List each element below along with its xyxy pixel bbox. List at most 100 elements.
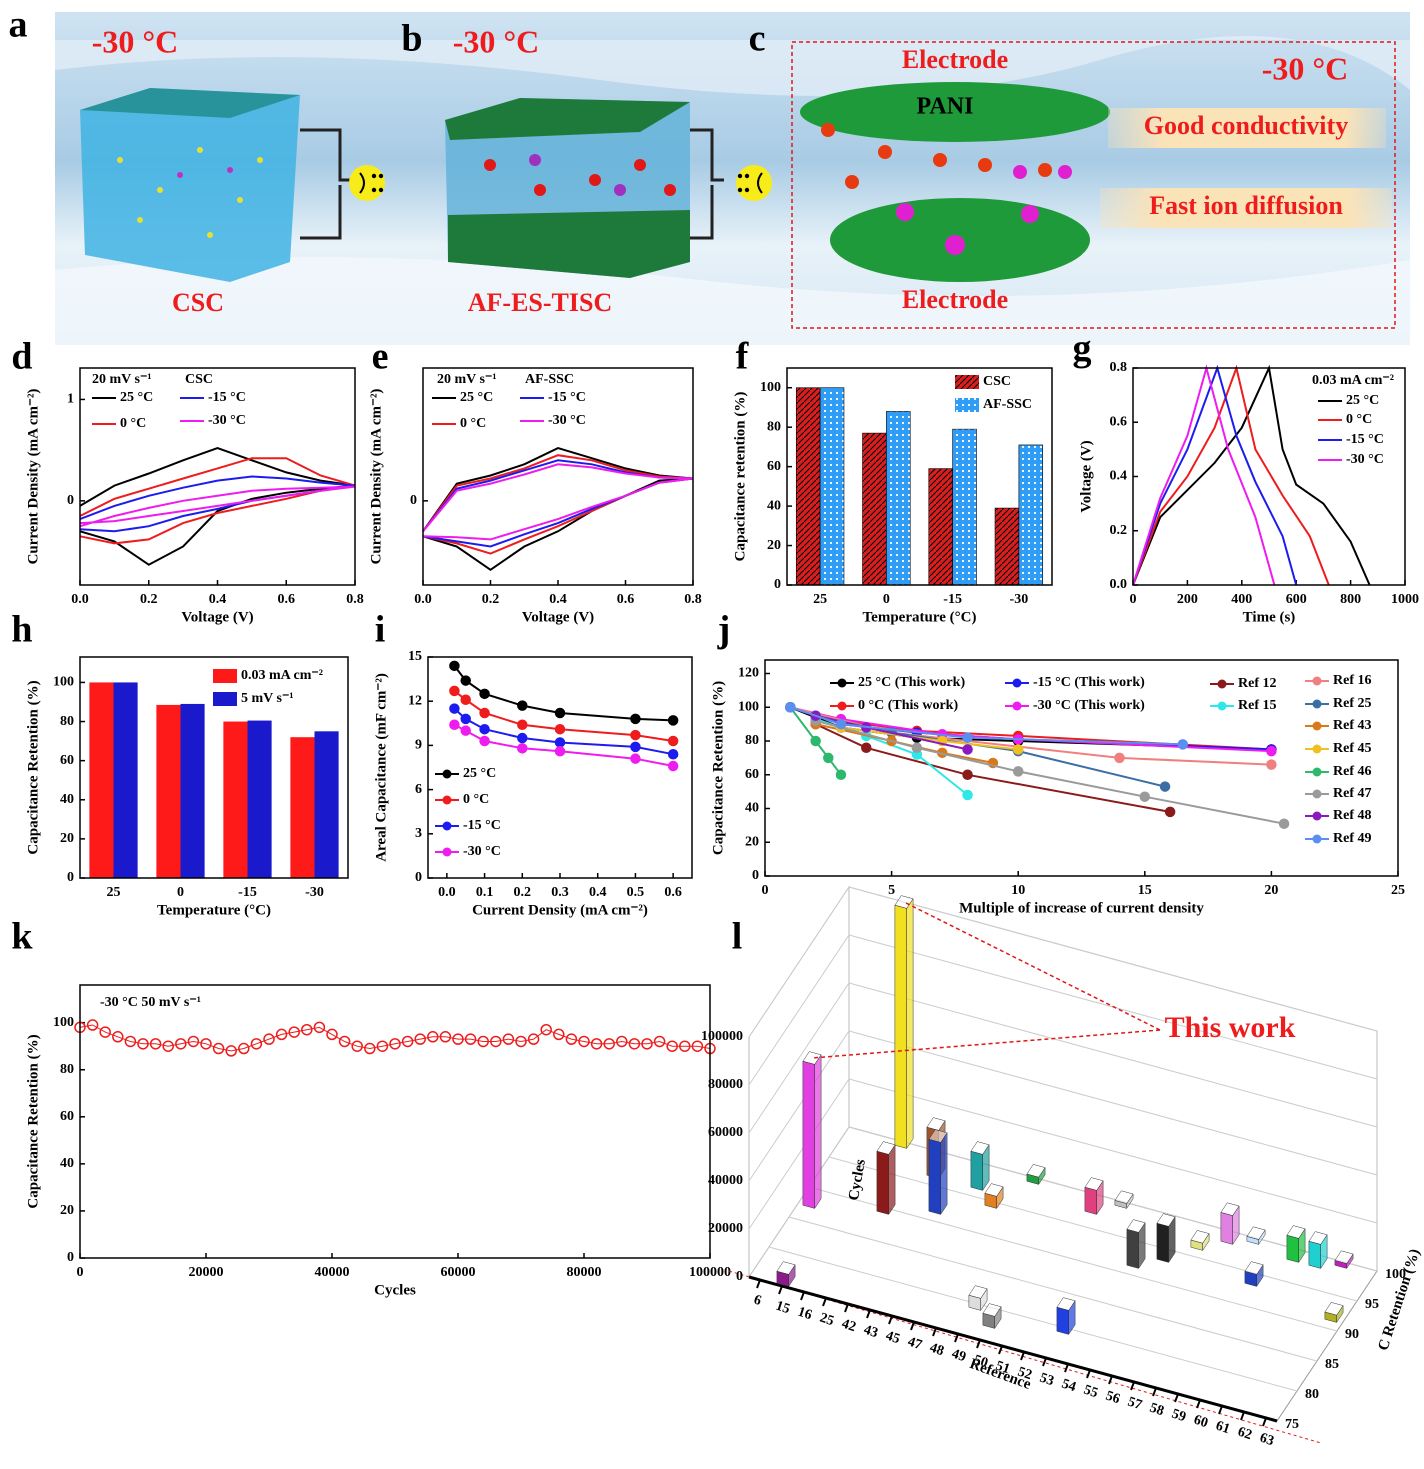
marker [479,707,490,719]
plot-frame [427,656,693,879]
bar-top [1308,1231,1328,1245]
bar-front [1056,1306,1069,1335]
legend-label: 0 °C (This work) [858,698,958,713]
plot-frame [764,659,1399,877]
legend-marker [837,701,847,711]
marker [517,743,528,754]
x-tick-label: 200 [1177,592,1198,607]
feature-band [1100,188,1392,228]
x-tick-label: 0.5 [627,885,645,900]
bar [314,731,339,878]
bar-front [1308,1240,1321,1269]
chart: 0 20 40 60 80 100 120 0 5 10 15 20 25 Multiple of inc… [710,659,1405,916]
grid-line [748,1030,1378,1182]
x-axis-title: Temperature (°C) [157,902,271,918]
y-tick-label: 60 [767,459,781,474]
marker [449,660,460,672]
legend-swatch [213,669,237,683]
marker [962,732,973,743]
bar-top [1126,1219,1146,1233]
sad-face [349,165,385,201]
bar-3d [802,1051,822,1210]
x-tick-label: 0.8 [684,592,702,607]
x-tick-label: 50 [972,1353,990,1372]
marker [962,789,973,801]
y-tick-label: 6 [415,782,422,797]
legend-marker [837,678,847,688]
marker [86,1019,99,1031]
marker [175,1038,187,1050]
marker [554,723,566,735]
feature-label: Good conductivity [1144,111,1348,140]
annotation: -30 °C 50 mV s⁻¹ [100,995,201,1010]
marker [250,1038,263,1050]
x-axis-title: Current Density (mA cm⁻²) [472,902,648,918]
bar-3d [1220,1202,1240,1246]
x-tick-label: 80000 [567,1265,602,1280]
legend-label: 25 °C [120,390,153,405]
marker [679,1040,691,1052]
marker [414,1033,426,1045]
legend-swatch [955,375,979,389]
y-tick-label: 0 [67,870,74,885]
x-tick-label: 54 [1060,1377,1078,1396]
marker [962,769,973,780]
plot-frame [79,656,349,879]
y-tick-label: 100 [53,675,74,690]
wire [690,128,724,240]
y-axis-title: Capacitance Retention (%) [25,1034,41,1208]
grid-line [748,886,1378,1038]
marker [810,735,821,747]
marker [338,1035,351,1048]
marker [376,1040,389,1052]
legend-label: 25 °C (This work) [858,675,965,690]
panel-label: h [11,609,32,651]
marker [479,723,490,735]
marker [502,1033,515,1045]
x-tick-label: 0.6 [617,592,635,607]
electrode-label: Electrode [902,285,1008,314]
bar-3d [928,1129,948,1216]
chart: 0.0 0.2 0.4 0.6 0.8 0 200 400 600 800 1000 Time (s)… [1078,360,1419,625]
bar-3d [970,1141,990,1192]
bar-side [906,897,914,1150]
x-tick-label: 1000 [1391,592,1419,607]
marker [479,688,490,700]
plot-frame [79,984,711,1259]
legend-label: Ref 49 [1333,831,1372,846]
y-tick-label: 9 [415,738,422,753]
marker [187,1035,200,1048]
marker [460,694,471,705]
x-axis-title: Cycles [374,1282,416,1298]
bar-front [1084,1186,1097,1215]
ice-texture [55,257,1410,345]
marker [449,703,460,714]
y-tick-label: 100000 [701,1029,743,1044]
bar [113,682,138,878]
legend-marker [1312,744,1322,754]
legend-label: 0 °C [463,792,489,807]
marker [464,1033,477,1045]
marker [578,1035,590,1048]
marker [554,737,566,748]
panel-label: e [372,336,389,378]
y-tick-label: 60 [60,753,74,768]
bar-3d [894,895,914,1150]
y-tick-label: 100 [53,1015,74,1030]
legend-marker [442,847,452,857]
x-tick-label: -30 [1010,592,1029,607]
y-tick-label: 0 [774,577,781,592]
marker [162,1040,174,1052]
bar-top [1220,1202,1240,1216]
grid-line [748,934,1378,1086]
x-tick-label: 25 [818,1311,836,1330]
annotation: 20 mV s⁻¹ [437,372,497,387]
x-tick-label: 0.4 [209,592,227,607]
legend-marker [1312,699,1322,709]
x-tick-label: 0.0 [71,592,89,607]
bar-top [1084,1177,1104,1191]
marker [449,719,460,731]
bar-3d [1056,1297,1076,1336]
grid-line [748,982,1378,1134]
bar-front [1126,1228,1139,1269]
